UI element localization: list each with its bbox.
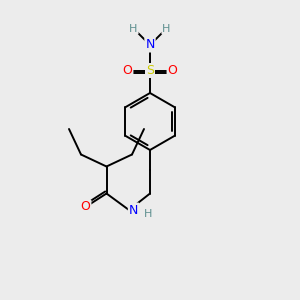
Text: S: S <box>146 64 154 77</box>
Text: O: O <box>81 200 90 214</box>
Text: H: H <box>162 23 171 34</box>
Text: N: N <box>145 38 155 52</box>
Text: O: O <box>168 64 177 77</box>
Text: H: H <box>129 23 138 34</box>
Text: O: O <box>123 64 132 77</box>
Text: H: H <box>144 208 153 219</box>
Text: N: N <box>129 203 138 217</box>
